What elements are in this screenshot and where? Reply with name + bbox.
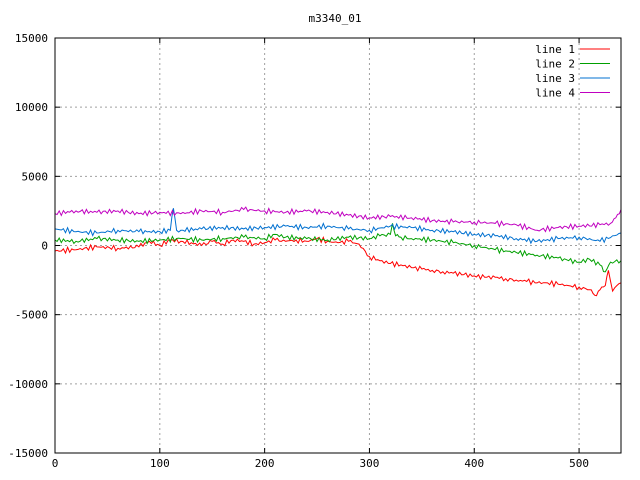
x-tick-label: 0 bbox=[52, 457, 59, 470]
y-tick-label: -10000 bbox=[8, 378, 48, 391]
legend-label: line 4 bbox=[535, 87, 575, 100]
y-tick-label: 15000 bbox=[15, 32, 48, 45]
chart-title: m3340_01 bbox=[309, 12, 362, 25]
x-tick-label: 200 bbox=[255, 457, 275, 470]
legend-label: line 1 bbox=[535, 43, 575, 56]
y-tick-label: -15000 bbox=[8, 447, 48, 460]
plot-frame bbox=[54, 37, 622, 454]
y-tick-label: 0 bbox=[41, 240, 48, 253]
series-line-1 bbox=[54, 236, 622, 297]
grid-lines bbox=[55, 38, 621, 453]
legend-label: line 2 bbox=[535, 58, 575, 71]
series-line-2 bbox=[54, 223, 622, 273]
x-tick-label: 100 bbox=[150, 457, 170, 470]
x-tick-label: 300 bbox=[360, 457, 380, 470]
y-tick-label: -5000 bbox=[15, 309, 48, 322]
x-tick-label: 400 bbox=[464, 457, 484, 470]
series-line-4 bbox=[54, 206, 622, 233]
series-lines bbox=[54, 206, 622, 297]
y-tick-label: 5000 bbox=[22, 170, 49, 183]
x-tick-label: 500 bbox=[569, 457, 589, 470]
axis-ticks: 0 100 200 300 400 500 -15000 -10000 -5000 0 5000 10… bbox=[8, 32, 621, 470]
legend-label: line 3 bbox=[535, 72, 575, 85]
series-line-3 bbox=[54, 208, 622, 245]
y-tick-label: 10000 bbox=[15, 101, 48, 114]
